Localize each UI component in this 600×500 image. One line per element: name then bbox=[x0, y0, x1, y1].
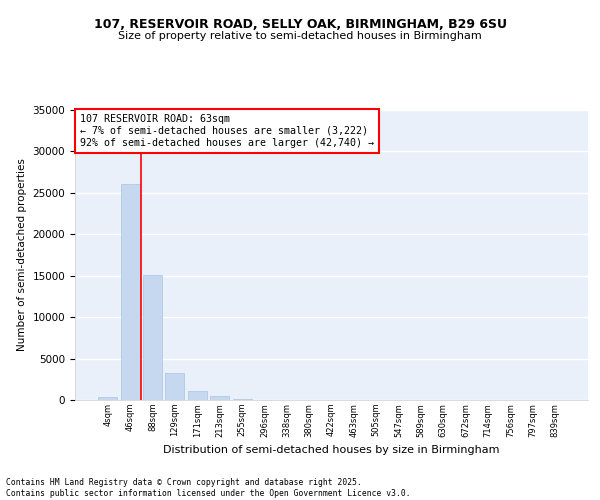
Bar bbox=[210, 396, 229, 400]
Text: 107, RESERVOIR ROAD, SELLY OAK, BIRMINGHAM, B29 6SU: 107, RESERVOIR ROAD, SELLY OAK, BIRMINGH… bbox=[94, 18, 506, 30]
Y-axis label: Number of semi-detached properties: Number of semi-detached properties bbox=[17, 158, 27, 352]
X-axis label: Distribution of semi-detached houses by size in Birmingham: Distribution of semi-detached houses by … bbox=[163, 445, 500, 455]
Text: 107 RESERVOIR ROAD: 63sqm
← 7% of semi-detached houses are smaller (3,222)
92% o: 107 RESERVOIR ROAD: 63sqm ← 7% of semi-d… bbox=[80, 114, 374, 148]
Bar bbox=[98, 397, 118, 400]
Bar bbox=[233, 399, 251, 400]
Text: Size of property relative to semi-detached houses in Birmingham: Size of property relative to semi-detach… bbox=[118, 31, 482, 41]
Bar bbox=[143, 275, 162, 400]
Text: Contains HM Land Registry data © Crown copyright and database right 2025.
Contai: Contains HM Land Registry data © Crown c… bbox=[6, 478, 410, 498]
Bar bbox=[121, 184, 140, 400]
Bar bbox=[188, 392, 207, 400]
Bar bbox=[166, 372, 184, 400]
